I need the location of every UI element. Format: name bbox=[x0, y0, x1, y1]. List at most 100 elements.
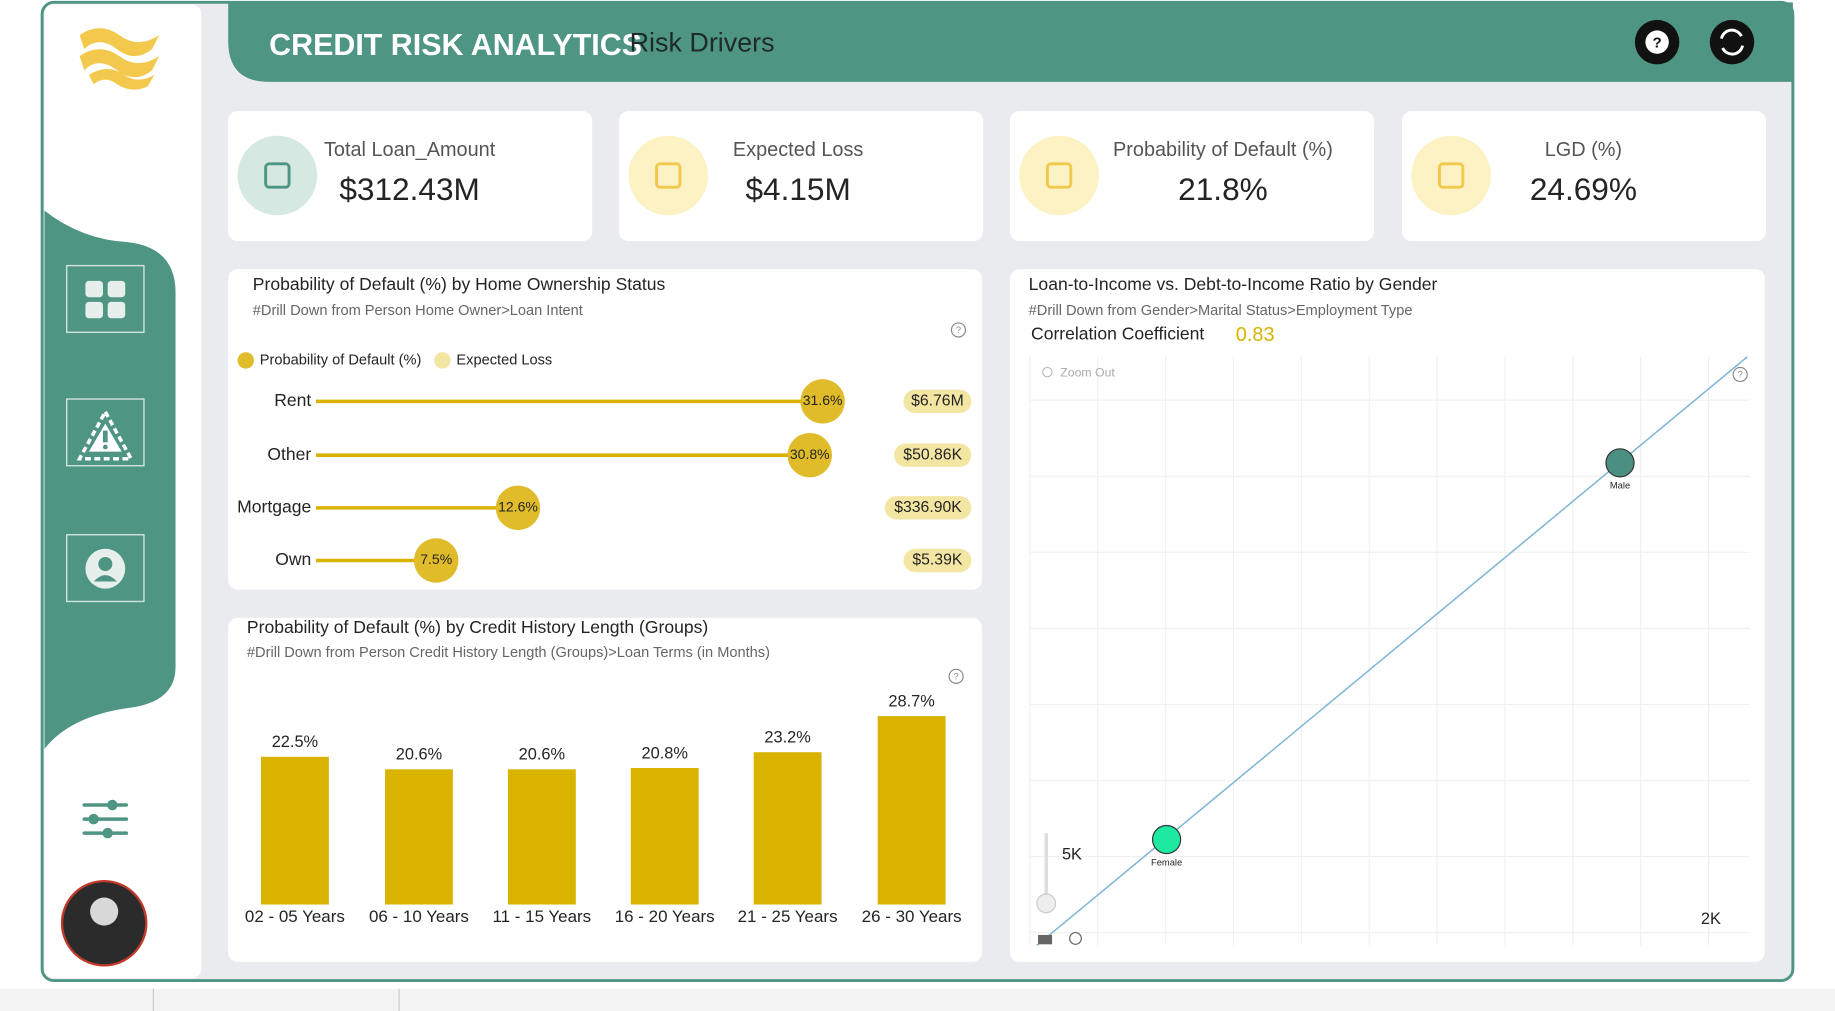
kpi-icon-glyph bbox=[1045, 162, 1073, 189]
bar bbox=[877, 716, 946, 905]
help-glyph: ? bbox=[954, 671, 959, 681]
data-label: $336.90K bbox=[894, 499, 962, 516]
sidebar-nav bbox=[44, 210, 176, 749]
kpi-label: Probability of Default (%) bbox=[1113, 139, 1333, 161]
kpi-icon bbox=[237, 135, 318, 216]
data-label: 20.8% bbox=[641, 744, 687, 762]
stat-label: Correlation Coefficient bbox=[1031, 323, 1204, 343]
card bbox=[1009, 269, 1765, 962]
category-label: Mortgage bbox=[237, 496, 311, 516]
lollipop-dot bbox=[495, 485, 541, 531]
slider-thumb[interactable] bbox=[1036, 893, 1057, 914]
scatter-point[interactable] bbox=[1605, 448, 1635, 478]
nav-risk[interactable] bbox=[66, 398, 145, 467]
kpi-card bbox=[1401, 111, 1766, 242]
svg-text:?: ? bbox=[1652, 34, 1661, 51]
bar bbox=[753, 752, 822, 905]
x-tick-label: 06 - 10 Years bbox=[369, 907, 469, 926]
chart-title: Probability of Default (%) by Credit His… bbox=[247, 617, 708, 637]
kpi-value: 21.8% bbox=[1178, 171, 1268, 207]
kpi-icon bbox=[628, 135, 709, 216]
bottom-strip bbox=[0, 988, 1835, 1011]
kpi-value: $312.43M bbox=[339, 171, 479, 207]
expected-loss-pill bbox=[884, 496, 972, 520]
expected-loss-pill bbox=[903, 389, 972, 414]
kpi-icon-glyph bbox=[264, 162, 291, 189]
data-label: 20.6% bbox=[519, 746, 565, 764]
help-button[interactable]: ? bbox=[1634, 19, 1680, 65]
help-icon[interactable] bbox=[948, 668, 964, 684]
header-subtitle: Risk Drivers bbox=[630, 28, 775, 58]
lollipop-dot bbox=[787, 432, 833, 478]
tool-icon[interactable] bbox=[1038, 934, 1053, 945]
filter-icon[interactable] bbox=[82, 799, 129, 839]
axis-note: 5K bbox=[1062, 846, 1082, 864]
chart-title: Loan-to-Income vs. Debt-to-Income Ratio … bbox=[1029, 274, 1438, 294]
chart-subtitle: #Drill Down from Person Credit History L… bbox=[247, 645, 770, 661]
kpi-icon-glyph bbox=[655, 162, 682, 189]
data-label: $50.86K bbox=[903, 446, 962, 463]
x-tick-label: 16 - 20 Years bbox=[615, 907, 715, 926]
legend-marker bbox=[237, 352, 254, 369]
kpi-label: LGD (%) bbox=[1545, 139, 1622, 161]
kpi-card bbox=[228, 111, 593, 242]
category-label: Other bbox=[267, 444, 311, 464]
x-tick-label: 21 - 25 Years bbox=[738, 907, 838, 926]
data-label: 22.5% bbox=[272, 733, 318, 751]
bar bbox=[260, 756, 329, 905]
data-label: $5.39K bbox=[912, 552, 962, 569]
expected-loss-pill bbox=[894, 443, 972, 467]
kpi-value: 24.69% bbox=[1530, 171, 1637, 207]
x-tick-label: 02 - 05 Years bbox=[245, 907, 345, 926]
kpi-label: Expected Loss bbox=[733, 139, 863, 161]
nav-dashboard[interactable] bbox=[66, 264, 145, 334]
data-label: 12.6% bbox=[498, 499, 538, 515]
header-title: CREDIT RISK ANALYTICS bbox=[269, 28, 642, 62]
point-label: Female bbox=[1151, 857, 1182, 867]
legend-label: Expected Loss bbox=[456, 352, 552, 368]
data-label: 20.6% bbox=[396, 746, 442, 764]
kpi-icon-glyph bbox=[1437, 162, 1465, 189]
header-bar bbox=[228, 2, 1793, 82]
legend-marker bbox=[434, 352, 451, 369]
kpi-icon bbox=[1411, 135, 1491, 216]
refresh-button[interactable] bbox=[1709, 19, 1755, 65]
kpi-icon bbox=[1019, 135, 1099, 216]
kpi-value: $4.15M bbox=[745, 171, 850, 207]
lollipop-dot bbox=[413, 538, 459, 583]
data-label: 31.6% bbox=[803, 392, 843, 408]
data-label: 28.7% bbox=[888, 692, 934, 710]
data-label: $6.76M bbox=[911, 393, 964, 410]
chart-title: Probability of Default (%) by Home Owner… bbox=[253, 274, 666, 294]
help-glyph: ? bbox=[956, 325, 961, 335]
zoom-out[interactable]: Zoom Out bbox=[1060, 366, 1115, 380]
help-glyph: ? bbox=[1738, 369, 1743, 379]
avatar-face bbox=[90, 897, 119, 926]
bar bbox=[630, 767, 699, 905]
bar bbox=[507, 769, 576, 905]
point-label: Male bbox=[1610, 481, 1630, 491]
chart-subtitle: #Drill Down from Gender>Marital Status>E… bbox=[1029, 303, 1413, 319]
logo bbox=[79, 28, 160, 90]
stat-value: 0.83 bbox=[1236, 324, 1275, 346]
nav-drivers[interactable] bbox=[66, 534, 145, 603]
data-label: 23.2% bbox=[764, 729, 810, 747]
kpi-card bbox=[1009, 111, 1374, 242]
category-label: Own bbox=[275, 549, 311, 569]
category-label: Rent bbox=[274, 390, 311, 410]
tool-icon[interactable] bbox=[1069, 932, 1082, 945]
help-icon[interactable] bbox=[950, 322, 967, 338]
help-icon[interactable] bbox=[1732, 366, 1748, 383]
axis-note: 2K bbox=[1701, 910, 1721, 928]
kpi-label: Total Loan_Amount bbox=[324, 139, 496, 161]
x-tick-label: 11 - 15 Years bbox=[493, 907, 592, 926]
chart-subtitle: #Drill Down from Person Home Owner>Loan … bbox=[253, 303, 583, 319]
expected-loss-pill bbox=[903, 548, 972, 573]
scatter-point[interactable] bbox=[1151, 824, 1182, 855]
data-label: 7.5% bbox=[420, 551, 452, 567]
zoom-icon[interactable] bbox=[1042, 366, 1053, 378]
x-tick-label: 26 - 30 Years bbox=[862, 907, 962, 926]
lollipop-dot bbox=[800, 379, 845, 424]
